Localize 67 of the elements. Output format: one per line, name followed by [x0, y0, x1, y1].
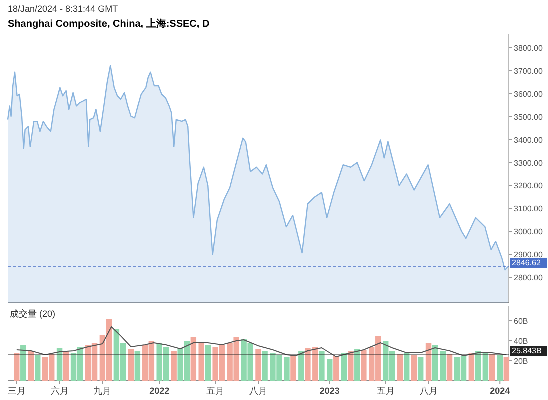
- chart-title: 成交量 (20): [10, 309, 56, 319]
- bar: [28, 351, 34, 381]
- bar: [489, 354, 496, 381]
- bar: [14, 353, 20, 381]
- chart-title: Shanghai Composite, China, 上海:SSEC, D: [8, 18, 210, 30]
- bar: [290, 355, 296, 381]
- bar: [348, 351, 354, 381]
- x-tick-label: 五月: [376, 386, 395, 396]
- x-tick-label: 2023: [320, 386, 340, 396]
- bar: [354, 349, 360, 381]
- bar: [440, 351, 446, 381]
- y-tick-label: 40B: [514, 337, 528, 346]
- bar: [468, 353, 475, 381]
- bar: [361, 350, 367, 381]
- x-tick-label: 八月: [420, 386, 438, 396]
- bar: [198, 343, 204, 381]
- bar: [298, 351, 304, 381]
- bar: [411, 355, 418, 381]
- bar: [432, 345, 438, 381]
- bar: [475, 351, 482, 381]
- bar: [34, 355, 41, 381]
- bar: [128, 349, 134, 381]
- y-tick-label: 3100.00: [514, 204, 544, 214]
- bar: [334, 356, 340, 381]
- bar: [319, 351, 325, 381]
- bar: [504, 357, 510, 381]
- y-tick-label: 3400.00: [514, 136, 544, 145]
- ref-line-label: 25.843B: [512, 346, 542, 356]
- bar: [171, 351, 177, 381]
- bar: [256, 349, 262, 381]
- bar: [190, 337, 197, 381]
- x-tick-label: 2022: [150, 386, 170, 396]
- ref-line-label: 2846.62: [512, 258, 542, 268]
- bar: [341, 353, 348, 381]
- y-tick-label: 3000.00: [514, 228, 544, 237]
- x-tick-label: 三月: [8, 386, 26, 396]
- y-tick-label: 3800.00: [514, 44, 544, 53]
- y-tick-label: 20B: [514, 357, 528, 366]
- x-tick-label: 2024: [490, 386, 510, 396]
- bar: [397, 354, 404, 381]
- text: 18/Jan/2024 - 8:31:44 GMT: [8, 4, 119, 14]
- x-tick-label: 九月: [94, 386, 112, 396]
- y-tick-label: 3500.00: [514, 112, 544, 122]
- bar: [262, 351, 268, 381]
- y-tick-label: 3200.00: [514, 182, 544, 191]
- y-tick-label: 2800.00: [514, 274, 544, 283]
- bar: [205, 345, 211, 381]
- x-tick-label: 八月: [250, 386, 268, 396]
- y-tick-label: 3300.00: [514, 158, 544, 168]
- bar: [327, 359, 333, 381]
- y-tick-label: 2900.00: [514, 250, 544, 260]
- bar: [404, 353, 410, 381]
- bar: [446, 354, 453, 381]
- bar: [56, 348, 63, 381]
- line-series: [16, 326, 508, 358]
- bar: [497, 355, 503, 381]
- bar: [20, 345, 26, 381]
- bar: [482, 353, 489, 381]
- y-tick-label: 3600.00: [514, 90, 544, 99]
- x-tick-label: 五月: [206, 386, 225, 396]
- x-tick-label: 六月: [50, 386, 69, 396]
- y-tick-label: 3700.00: [514, 66, 544, 76]
- bar: [63, 351, 70, 381]
- bar: [134, 351, 141, 381]
- bar: [426, 343, 432, 381]
- y-tick-label: 60B: [514, 317, 528, 326]
- bar: [418, 357, 424, 381]
